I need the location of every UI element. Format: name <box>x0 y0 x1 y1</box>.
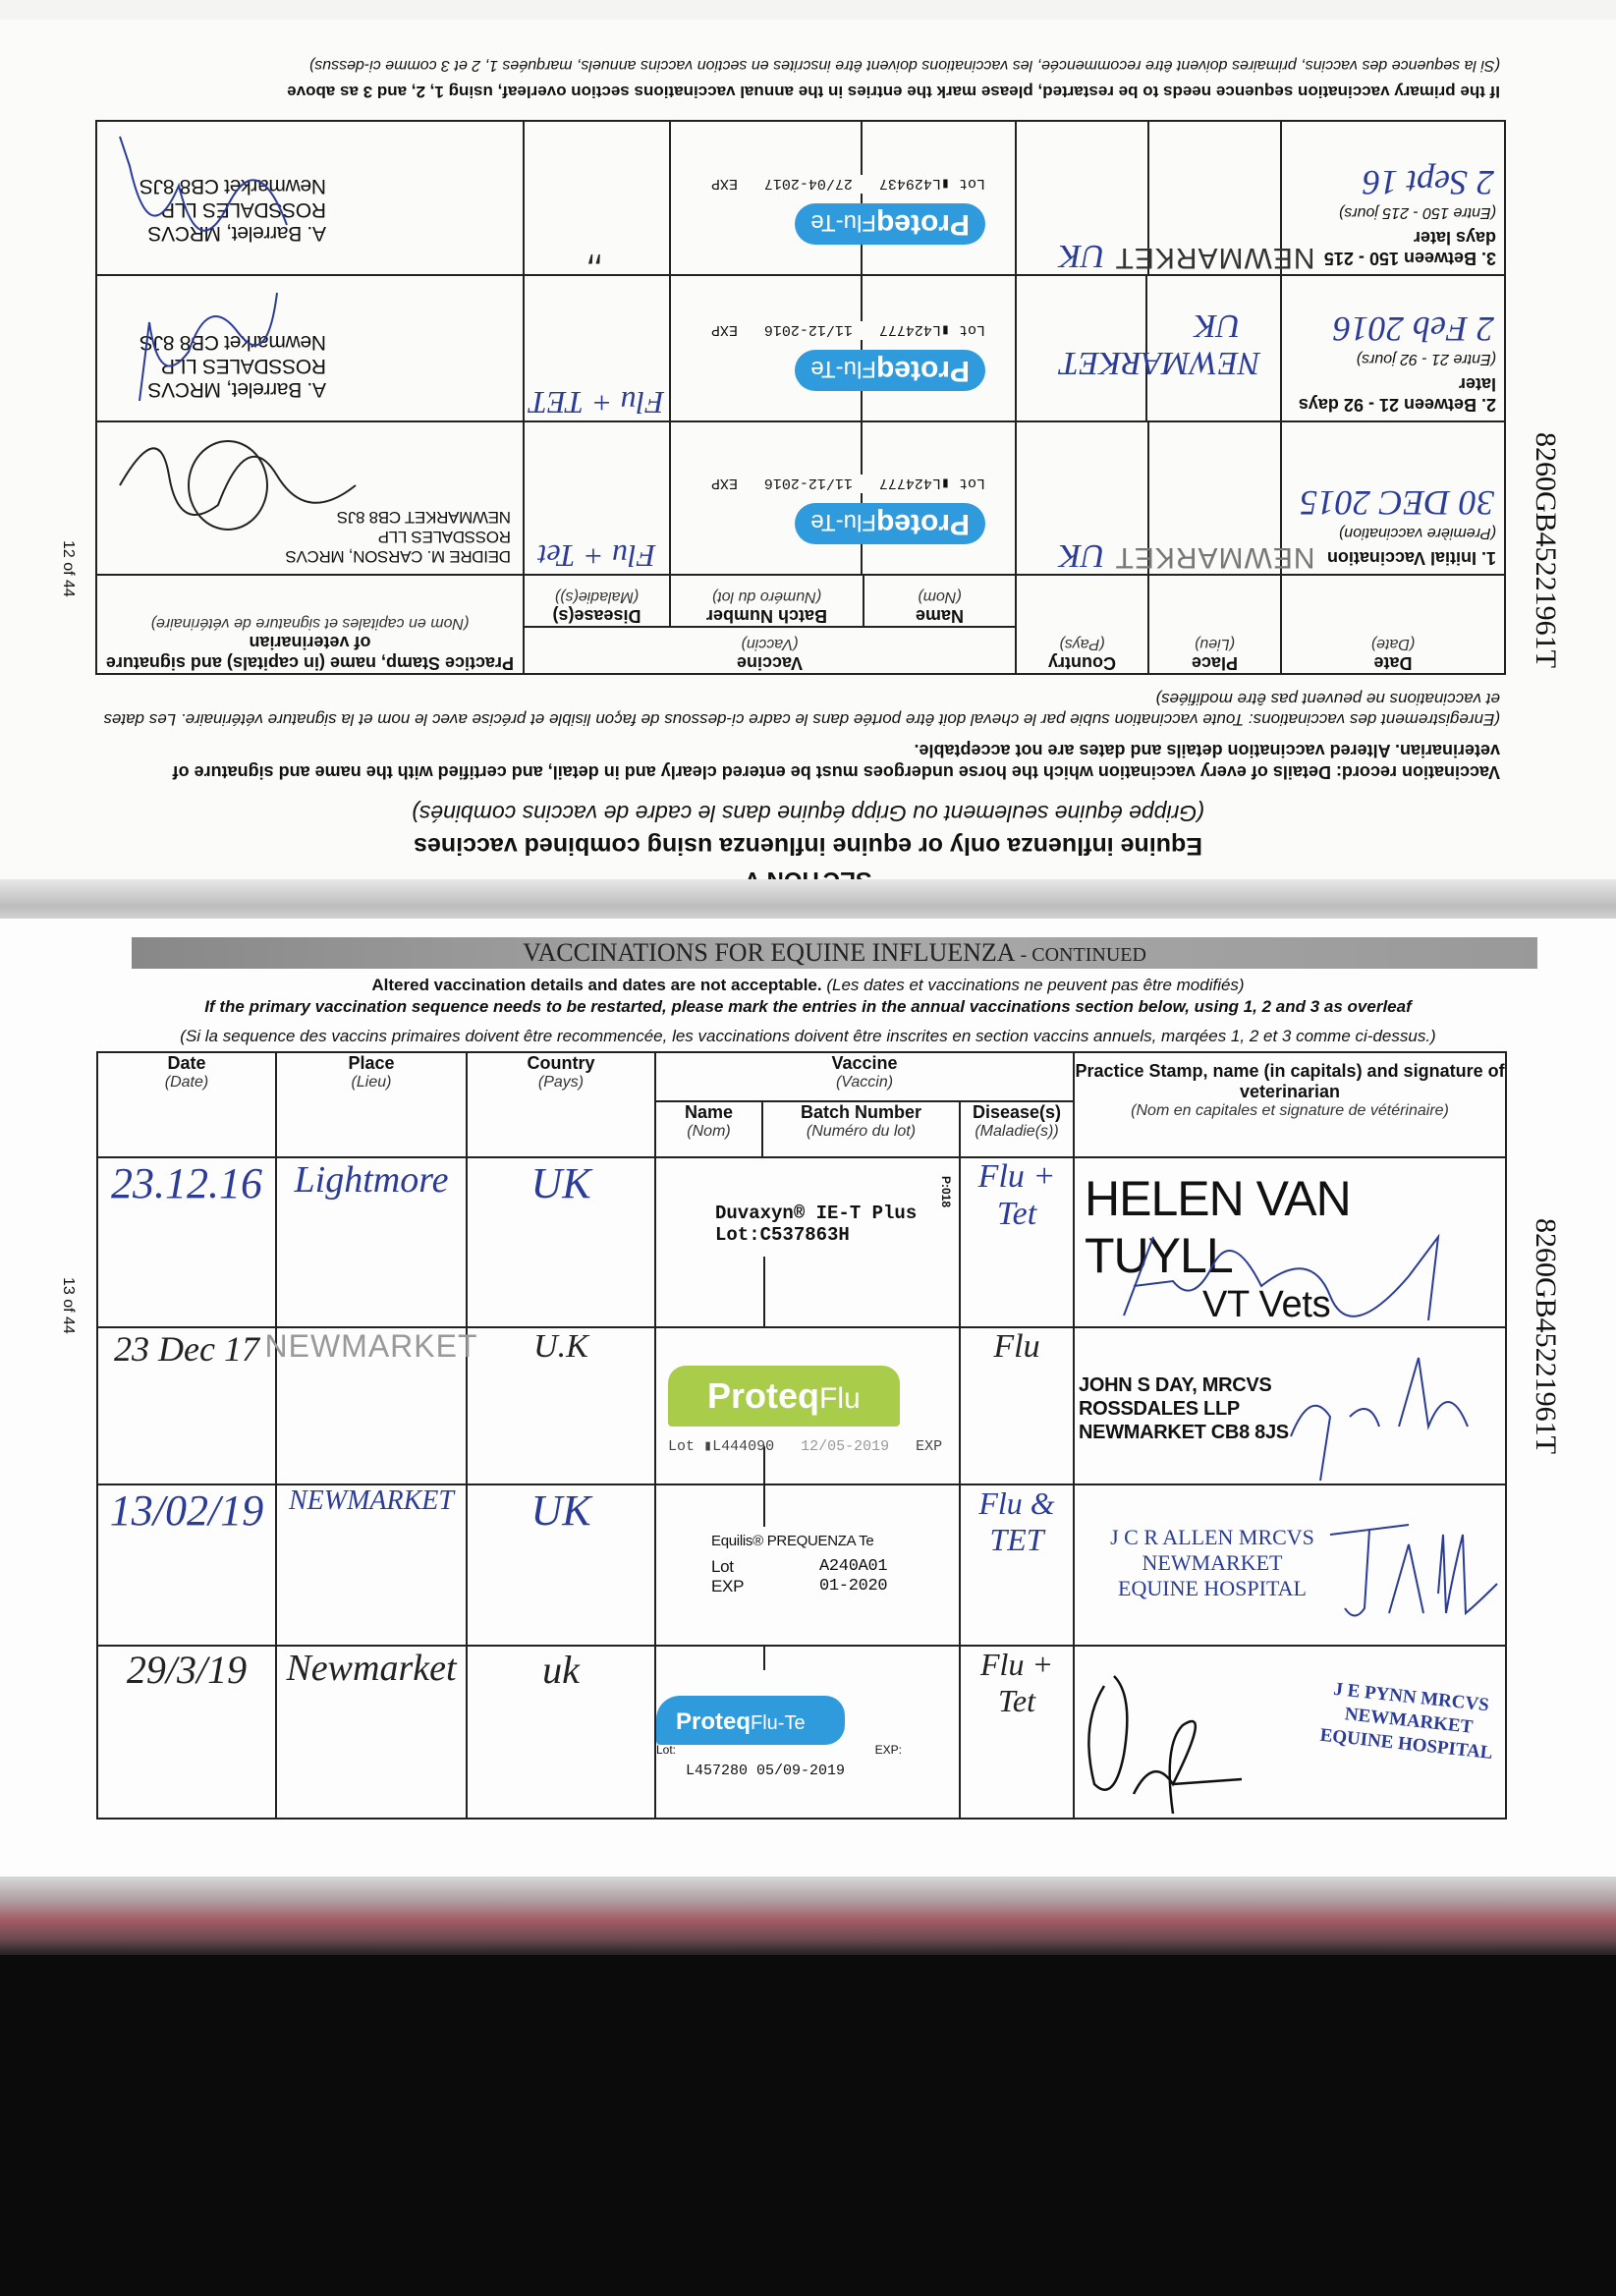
table-row: 23 Dec 17 NEWMARKET U.K ProteqFlu Lot ▮L… <box>96 1326 1508 1485</box>
date-cell: 29/3/19 <box>96 1645 277 1820</box>
header-disease: Disease(s) (Maladie(s)) <box>523 575 670 627</box>
proteq-label: ProteqFlu-Te <box>795 350 985 391</box>
veterinarian-signature <box>1290 1357 1469 1482</box>
page-13: VACCINATIONS FOR EQUINE INFLUENZA - CONT… <box>0 919 1616 1876</box>
vaccine-label-cell: ProteqFlu-Te Lot ▮L424777 11/12-2016 EXP <box>670 421 1016 575</box>
header-place: Place (Lieu) <box>1148 575 1281 674</box>
section-heading: Equine influenza only or equine influenz… <box>414 832 1202 860</box>
country-cell: uk <box>466 1645 656 1820</box>
vaccine-label-cell: Equilis® PREQUENZA Te Lot A240A01 EXP 01-2… <box>654 1484 961 1647</box>
veterinarian-signature <box>1123 1233 1440 1321</box>
primary-vaccination-table: Date (Date) Place (Lieu) Country (Pays) Vac… <box>95 120 1506 675</box>
header-country: Country (Pays) <box>1016 575 1148 674</box>
disease-cell: Flu + Tet <box>958 1645 1076 1820</box>
table-row: 29/3/19 Newmarket uk ProteqFlu-Te Lot: EX… <box>96 1645 1508 1820</box>
vaccine-label-cell: ProteqFlu-Te Lot ▮L424777 11/12-2016 EXP <box>670 275 1016 421</box>
country-cell: U.K <box>466 1326 656 1485</box>
page-fold-shadow <box>0 879 1616 924</box>
table-row: 1. Initial Vaccination (Première vaccinat… <box>95 421 1505 575</box>
vaccine-label-cell: Duvaxyn® IE-T Plus Lot:C537863H P:018 <box>654 1156 961 1328</box>
section-banner: VACCINATIONS FOR EQUINE INFLUENZA - CONT… <box>132 937 1537 969</box>
restart-instructions: If the primary vaccination sequence need… <box>287 83 1500 101</box>
place-cell: NEWMARKET <box>265 1326 477 1485</box>
veterinarian-signature <box>119 136 288 232</box>
restart-instructions: If the primary vaccination sequence need… <box>204 997 1412 1016</box>
proteq-label: ProteqFlu <box>668 1366 900 1427</box>
vaccine-label-cell: ProteqFlu Lot ▮L444090 12/05-2019 EXP <box>654 1326 961 1485</box>
page-number-13: 13 of 44 <box>60 1277 77 1334</box>
page-number-12: 12 of 44 <box>60 540 77 597</box>
country-value: UK <box>1194 308 1241 344</box>
vaccine-label-cell: ProteqFlu-Te Lot ▮L429437 27/04-2017 EXP <box>670 121 1016 275</box>
header-place: Place (Lieu) <box>275 1051 468 1158</box>
practice-stamp-cell: J E PYNN MRCVS NEWMARKET EQUINE HOSPITAL <box>1073 1645 1508 1820</box>
disease-cell: " <box>523 121 670 275</box>
passport-code-top: 8260GB45221961T <box>1530 432 1562 668</box>
table-row: 3. Between 150 - 215 days later (Entre 15… <box>95 121 1505 275</box>
page-12-rotated: SECTION V Equine influenza only or equin… <box>0 20 1616 899</box>
practice-stamp-cell: DEIDRE M. CARSON, MRCVS ROSSDALES LLP NEWM… <box>95 421 524 575</box>
disease-cell: Flu + Tet <box>958 1156 1076 1328</box>
place-cell: Newmarket <box>275 1645 468 1820</box>
record-instructions-fr: (Enregistrement des vaccinations: Toute … <box>103 690 1500 729</box>
passport-code-bottom: 8260GB45221961T <box>1530 1218 1562 1454</box>
practice-stamp-cell: JOHN S DAY, MRCVS ROSSDALES LLP NEWMARKET … <box>1073 1326 1508 1485</box>
header-vaccine: Vaccine (Vaccin) <box>523 627 1016 674</box>
disease-cell: Flu & TET <box>958 1484 1076 1647</box>
header-date: Date (Date) <box>96 1051 277 1158</box>
practice-stamp-cell: HELEN VAN TUYLL VT Vets <box>1073 1156 1508 1328</box>
date-cell: 23 Dec 17 <box>96 1326 277 1485</box>
disease-cell: Flu + Tet <box>523 421 670 575</box>
proteq-label: ProteqFlu-Te <box>795 503 985 544</box>
practice-stamp-cell: A. Barrelet, MRCVS ROSSDALES LLP Newmarket… <box>95 121 524 275</box>
header-batch: Batch Number (Numéro du lot) <box>670 575 864 627</box>
header-practice: Practice Stamp, name (in capitals) and s… <box>1073 1051 1508 1158</box>
header-disease: Disease(s) (Maladie(s)) <box>958 1100 1076 1158</box>
disease-cell: Flu + TET <box>523 275 670 421</box>
altered-notice: Altered vaccination details and dates ar… <box>371 976 1245 994</box>
restart-instructions-fr: (Si la sequence des vaccins primaires do… <box>180 1027 1436 1045</box>
country-cell: UK <box>1016 421 1148 575</box>
scanner-background <box>0 1955 1616 2296</box>
practice-stamp-cell: A. Barrelet, MRCVS ROSSDALES LLP Newmarket… <box>95 275 524 421</box>
header-batch: Batch Number (Numéro du lot) <box>761 1100 961 1158</box>
veterinarian-signature <box>119 440 357 531</box>
place-cell: NEWMARKET <box>275 1484 468 1647</box>
header-country: Country (Pays) <box>466 1051 656 1158</box>
place-cell: NEWMARKET <box>1115 421 1315 575</box>
date-cell: 2. Between 21 - 92 days later (Entre 21 -… <box>1281 275 1505 421</box>
veterinarian-signature <box>138 292 278 402</box>
practice-stamp-cell: J C R ALLEN MRCVS NEWMARKET EQUINE HOSPITA… <box>1073 1484 1508 1647</box>
header-name: Name (Nom) <box>864 575 1016 627</box>
country-cell: UK <box>466 1484 656 1647</box>
header-practice: Practice Stamp, name (in capitals) and s… <box>95 575 524 674</box>
country-cell: UK <box>1016 121 1148 275</box>
section-heading-fr: (Grippe équine seulement ou Gripp équine… <box>412 801 1204 826</box>
table-row: 13/02/19 NEWMARKET UK Equilis® PREQUENZA… <box>96 1484 1508 1647</box>
place-cell: NEWMARKET <box>1115 121 1315 275</box>
record-instructions: Vaccination record: Details of every vac… <box>172 741 1500 782</box>
place-cell: NEWMARKET UK <box>1016 275 1281 421</box>
veterinarian-signature <box>1087 1675 1243 1814</box>
header-name: Name (Nom) <box>654 1100 763 1158</box>
proteq-label: ProteqFlu-Te <box>656 1696 845 1745</box>
book-edge <box>0 1876 1616 1955</box>
proteq-label: ProteqFlu-Te <box>795 203 985 245</box>
restart-instructions-fr: (Si la sequence des vaccins, primaires d… <box>308 57 1500 74</box>
header-date: Date (Date) <box>1281 575 1505 674</box>
table-row: 23.12.16 Lightmore UK Duvaxyn® IE-T Plus… <box>96 1156 1508 1328</box>
annual-vaccination-table: Date (Date) Place (Lieu) Country (Pays) Vac… <box>96 1051 1508 1820</box>
veterinarian-signature <box>1330 1524 1498 1617</box>
place-cell: Lightmore <box>275 1156 468 1328</box>
table-row: 2. Between 21 - 92 days later (Entre 21 -… <box>95 275 1505 421</box>
date-cell: 23.12.16 <box>96 1156 277 1328</box>
country-cell: UK <box>466 1156 656 1328</box>
disease-cell: Flu <box>958 1326 1076 1485</box>
header-vaccine: Vaccine (Vaccin) <box>653 1051 1076 1102</box>
date-cell: 13/02/19 <box>96 1484 277 1647</box>
vaccine-label-cell: ProteqFlu-Te Lot: EXP: L457280 05/09-2019 <box>654 1645 961 1820</box>
